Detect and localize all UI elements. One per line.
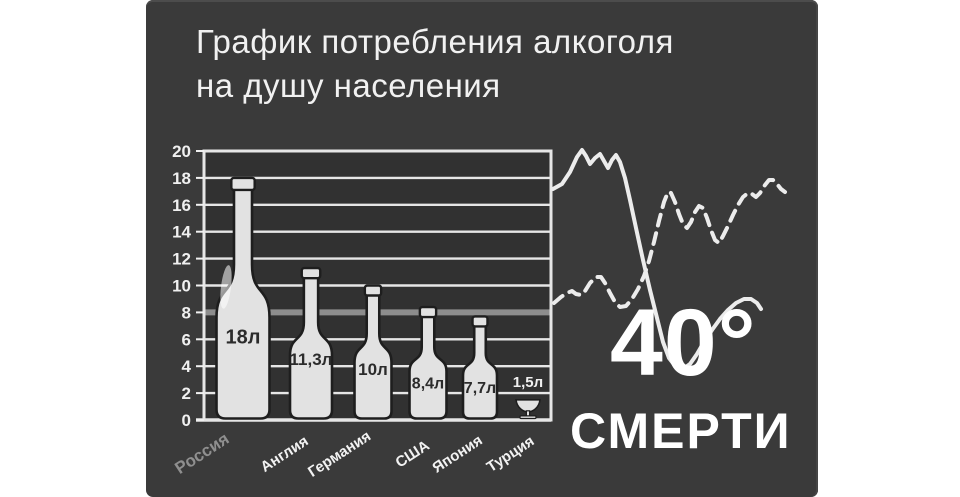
category-label: США: [393, 437, 433, 471]
bottle-bar: [408, 305, 448, 420]
trend-line-dashed: [552, 178, 787, 309]
chart-title-line2: на душу населения: [196, 67, 501, 104]
bottle-bar: [461, 315, 499, 420]
y-axis-label: 18: [172, 169, 191, 188]
bottle-highlight: [220, 265, 232, 309]
bottle-cap-icon: [471, 315, 489, 328]
value-label: 1,5л: [513, 374, 543, 391]
y-axis-label: 16: [172, 196, 191, 215]
bottle-cap-icon: [363, 284, 383, 297]
chart-title: График потребления алкоголя на душу насе…: [196, 20, 674, 108]
wine-glass-icon: [515, 399, 541, 420]
y-axis-label: 2: [182, 384, 191, 403]
bottle-icon: [288, 273, 334, 420]
category-label: Германия: [305, 428, 374, 481]
value-label: 7,7л: [464, 380, 496, 397]
y-axis-label: 4: [182, 357, 192, 376]
bottle-bar: [353, 284, 393, 420]
category-label: Япония: [429, 432, 485, 477]
category-label: Англия: [258, 433, 312, 476]
trend-line-solid: [551, 148, 763, 371]
y-axis-label: 12: [172, 250, 191, 269]
deaths-label: СМЕРТИ: [570, 403, 792, 459]
bottle-bar: [288, 266, 334, 420]
proof-40-degrees-label: 40°: [610, 290, 757, 396]
y-axis-label: 8: [182, 303, 191, 322]
y-axis-label: 10: [172, 277, 191, 296]
bottle-cap-icon: [230, 176, 256, 192]
bottle-icon: [408, 312, 448, 420]
bottle-icon: [461, 322, 499, 420]
chart-title-line1: График потребления алкоголя: [196, 23, 674, 60]
value-label: 10л: [358, 360, 388, 379]
value-label: 18л: [226, 327, 261, 349]
y-axis-label: 6: [182, 330, 191, 349]
value-label: 11,3л: [290, 350, 333, 369]
bottle-cap-icon: [418, 305, 438, 319]
value-label: 8,4л: [412, 376, 444, 393]
y-axis-label: 14: [172, 223, 191, 242]
y-axis-label: 20: [172, 142, 191, 161]
category-label: Россия: [172, 429, 233, 478]
category-label: Турция: [484, 433, 538, 476]
bottle-icon: [353, 291, 393, 420]
bottle-cap-icon: [300, 266, 322, 280]
y-axis-label: 0: [182, 411, 191, 430]
